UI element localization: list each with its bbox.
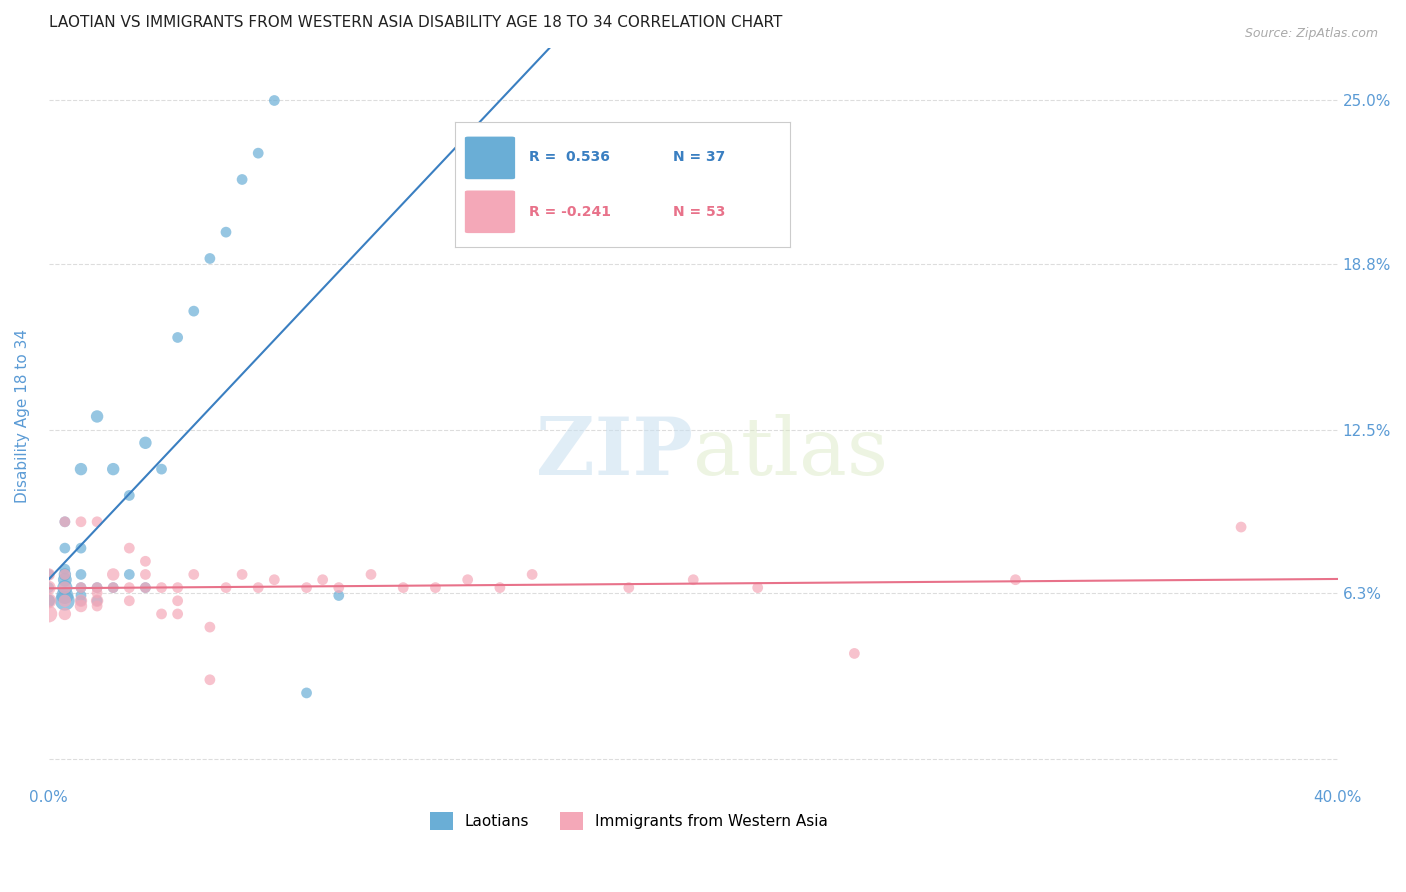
Point	[198, 252, 221, 266]
Point	[457, 573, 479, 587]
Point	[70, 462, 93, 476]
Point	[103, 581, 125, 595]
Point	[70, 589, 93, 603]
Point	[134, 567, 156, 582]
Point	[1004, 573, 1026, 587]
Point	[747, 581, 769, 595]
Point	[70, 594, 93, 608]
Point	[247, 581, 270, 595]
Point	[38, 594, 60, 608]
Text: Source: ZipAtlas.com: Source: ZipAtlas.com	[1244, 27, 1378, 40]
Point	[38, 581, 60, 595]
Point	[86, 409, 108, 424]
Legend: Laotians, Immigrants from Western Asia: Laotians, Immigrants from Western Asia	[423, 805, 834, 837]
Point	[53, 567, 76, 582]
Point	[86, 599, 108, 613]
Point	[86, 581, 108, 595]
Point	[70, 581, 93, 595]
Point	[86, 586, 108, 600]
Point	[86, 515, 108, 529]
Text: atlas: atlas	[693, 414, 889, 492]
Point	[53, 567, 76, 582]
Point	[70, 594, 93, 608]
Point	[134, 581, 156, 595]
Point	[166, 581, 188, 595]
Point	[183, 304, 205, 318]
Point	[86, 581, 108, 595]
Point	[70, 567, 93, 582]
Point	[311, 573, 333, 587]
Point	[86, 594, 108, 608]
Point	[183, 567, 205, 582]
Point	[103, 567, 125, 582]
Point	[118, 541, 141, 555]
Point	[150, 581, 173, 595]
Point	[1230, 520, 1253, 534]
Point	[215, 581, 238, 595]
Point	[53, 515, 76, 529]
Point	[53, 541, 76, 555]
Point	[215, 225, 238, 239]
Point	[118, 594, 141, 608]
Point	[38, 567, 60, 582]
Point	[38, 567, 60, 582]
Point	[103, 462, 125, 476]
Point	[53, 607, 76, 621]
Point	[231, 172, 253, 186]
Point	[118, 581, 141, 595]
Point	[263, 573, 285, 587]
Point	[425, 581, 447, 595]
Point	[263, 94, 285, 108]
Point	[150, 462, 173, 476]
Point	[617, 581, 640, 595]
Point	[118, 567, 141, 582]
Point	[295, 581, 318, 595]
Point	[53, 589, 76, 603]
Point	[70, 581, 93, 595]
Point	[247, 146, 270, 161]
Point	[198, 673, 221, 687]
Point	[844, 647, 866, 661]
Point	[328, 581, 350, 595]
Point	[38, 581, 60, 595]
Point	[70, 515, 93, 529]
Point	[53, 515, 76, 529]
Point	[682, 573, 704, 587]
Point	[53, 581, 76, 595]
Point	[231, 567, 253, 582]
Point	[392, 581, 415, 595]
Point	[53, 573, 76, 587]
Point	[53, 594, 76, 608]
Point	[53, 594, 76, 608]
Point	[134, 435, 156, 450]
Point	[166, 594, 188, 608]
Point	[198, 620, 221, 634]
Point	[166, 330, 188, 344]
Point	[38, 594, 60, 608]
Point	[328, 589, 350, 603]
Point	[134, 554, 156, 568]
Text: ZIP: ZIP	[536, 414, 693, 492]
Point	[86, 594, 108, 608]
Text: LAOTIAN VS IMMIGRANTS FROM WESTERN ASIA DISABILITY AGE 18 TO 34 CORRELATION CHAR: LAOTIAN VS IMMIGRANTS FROM WESTERN ASIA …	[49, 15, 782, 30]
Point	[150, 607, 173, 621]
Point	[360, 567, 382, 582]
Point	[53, 581, 76, 595]
Point	[53, 562, 76, 576]
Point	[489, 581, 512, 595]
Point	[103, 581, 125, 595]
Point	[38, 594, 60, 608]
Point	[38, 607, 60, 621]
Point	[118, 488, 141, 502]
Point	[295, 686, 318, 700]
Point	[134, 581, 156, 595]
Point	[70, 599, 93, 613]
Point	[166, 607, 188, 621]
Point	[70, 541, 93, 555]
Y-axis label: Disability Age 18 to 34: Disability Age 18 to 34	[15, 329, 30, 503]
Point	[520, 567, 543, 582]
